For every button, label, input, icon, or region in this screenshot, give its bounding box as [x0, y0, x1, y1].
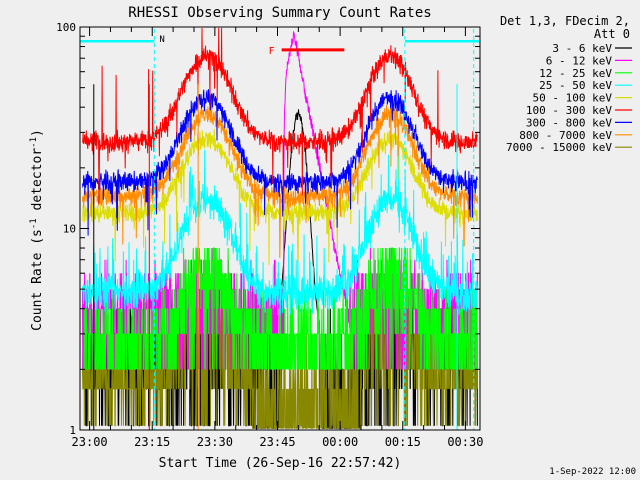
legend-entry-label: 50 - 100 keV [533, 92, 613, 105]
x-tick-label: 23:45 [259, 435, 295, 449]
x-axis: 23:00 23:15 23:30 23:45 00:00 00:15 00:30 [72, 27, 483, 449]
series-300_800keV [82, 89, 478, 236]
night-marker-label: N [159, 35, 164, 45]
series-100_300keV [82, 27, 478, 204]
legend-entry-label: 25 - 50 keV [539, 79, 612, 92]
x-tick-label: 00:15 [385, 435, 421, 449]
x-axis-label: Start Time (26-Sep-16 22:57:42) [159, 456, 402, 471]
x-tick-label: 00:00 [322, 435, 358, 449]
legend-header-line-2: Att 0 [594, 27, 630, 41]
flare-bar [281, 48, 345, 52]
legend-entry-label: 800 - 7000 keV [519, 129, 612, 142]
y-tick-label: 100 [56, 21, 76, 34]
y-axis: 1 10 100 [56, 21, 480, 437]
series-line [82, 247, 478, 370]
saa-segment [404, 40, 480, 43]
legend-entry-label: 6 - 12 keV [546, 54, 613, 67]
legend-entry-label: 12 - 25 keV [539, 67, 612, 80]
y-tick-label: 10 [63, 223, 76, 236]
y-tick-label: 1 [69, 424, 76, 437]
legend-entry-label: 7000 - 15000 keV [506, 141, 612, 154]
series-25_50keV [82, 146, 478, 317]
data-layer [80, 27, 480, 430]
legend-entry-label: 3 - 6 keV [552, 42, 612, 55]
series-line [82, 146, 478, 317]
legend-header-line-1: Det 1,3, FDecim 2, [500, 14, 630, 28]
x-tick-label: 23:30 [197, 435, 233, 449]
x-tick-label: 00:30 [447, 435, 483, 449]
y-axis-label: Count Rate (s-1 detector-1) [29, 129, 45, 331]
series-line [82, 89, 478, 236]
x-tick-label: 23:00 [72, 435, 108, 449]
series-12_25keV [82, 247, 478, 370]
legend-entry-label: 300 - 800 keV [526, 116, 612, 129]
series-line [82, 27, 478, 204]
chart-title: RHESSI Observing Summary Count Rates [128, 5, 431, 21]
x-tick-label: 23:15 [134, 435, 170, 449]
saa-segment [80, 40, 155, 43]
legend-entry-label: 100 - 300 keV [526, 104, 612, 117]
footer-date: 1-Sep-2022 12:00 [549, 467, 636, 477]
flare-marker-label: F [269, 46, 275, 57]
